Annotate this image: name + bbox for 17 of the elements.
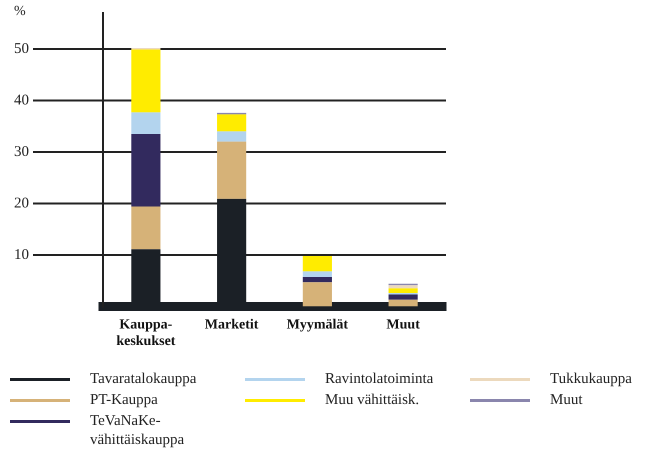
legend-label: PT-Kauppa: [90, 391, 158, 410]
legend-label: Ravintolatoiminta: [325, 370, 434, 389]
y-tick-label: 10: [14, 246, 29, 263]
x-tick-label: Muut: [386, 317, 420, 332]
legend-label: Muu vähittäisk.: [325, 391, 420, 410]
legend-label: Muut: [550, 391, 583, 410]
legend-label: Tukkukauppa: [550, 370, 632, 389]
legend-label: Tavaratalokauppa: [90, 370, 196, 389]
legend-label: TeVaNaKe- vähittäiskauppa: [90, 412, 184, 450]
x-tick-label: Kauppa- keskukset: [116, 317, 176, 350]
y-tick-label: 40: [14, 92, 29, 108]
x-tick-label: Myymälät: [286, 317, 348, 332]
y-axis-title: %: [14, 4, 26, 20]
x-tick-label: Marketit: [204, 317, 259, 332]
y-tick-label: 20: [14, 195, 29, 212]
y-tick-label: 50: [14, 40, 29, 57]
y-tick-label: 30: [14, 144, 29, 160]
